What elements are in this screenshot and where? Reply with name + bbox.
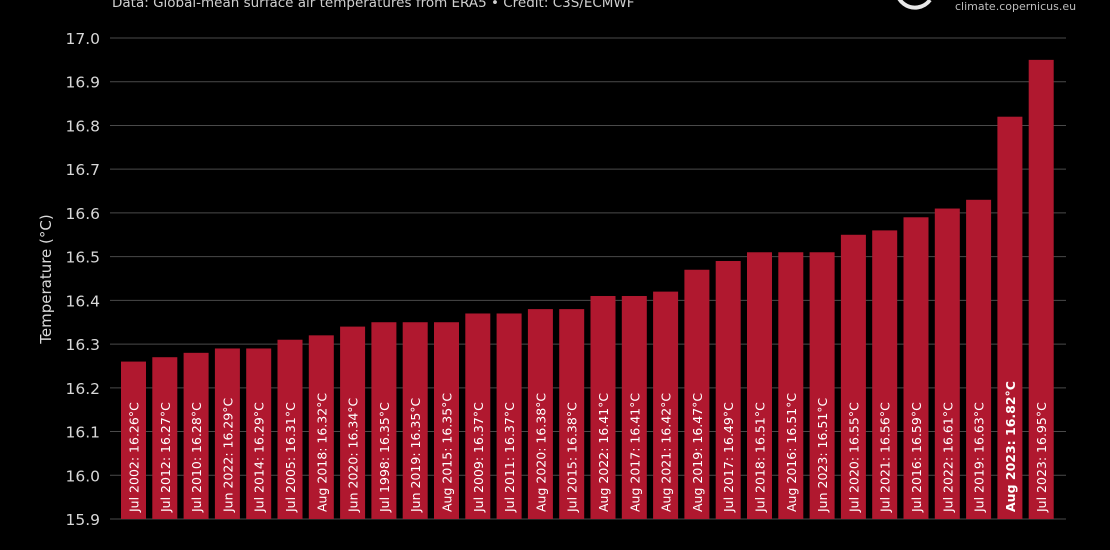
bar-label: Jul 2022: 16.61°C [940,402,955,513]
y-tick-label: 16.6 [65,205,100,223]
bar [121,361,146,519]
bar [684,269,710,519]
bar [277,339,303,519]
bar [371,322,397,519]
bar [340,326,366,519]
bar [997,116,1023,519]
bar [715,261,741,519]
bar [1028,59,1054,519]
bar-label: Aug 2022: 16.41°C [596,393,611,512]
bar-label: Jun 2023: 16.51°C [815,397,830,513]
bar-label: Jul 2015: 16.38°C [565,402,580,513]
bar-label: Jul 2019: 16.63°C [972,402,987,513]
bar [653,291,679,519]
bar-label: Jun 2020: 16.34°C [346,397,361,513]
bar-label: Jul 2014: 16.29°C [252,402,267,513]
bar-label: Aug 2020: 16.38°C [533,393,548,512]
bar-label: Aug 2019: 16.47°C [690,393,705,512]
bar-label: Jul 2021: 16.56°C [878,402,893,513]
credit-url: climate.copernicus.eu [955,0,1077,13]
y-tick-label: 16.5 [65,249,100,267]
bar [747,252,772,519]
bar-label: Aug 2018: 16.32°C [314,393,329,512]
bar [152,357,178,519]
bar-label: Aug 2021: 16.42°C [659,393,674,512]
y-tick-label: 16.7 [65,161,100,179]
bar [778,252,804,519]
bar [621,295,647,519]
bar-label: Jun 2019: 16.35°C [408,397,423,513]
bar [590,295,616,519]
y-tick-label: 16.8 [65,117,100,135]
bar [934,208,960,519]
y-tick-label: 17.0 [65,30,100,48]
bar-label: Jul 2002: 16.26°C [127,402,142,513]
bar [434,322,459,519]
y-tick-label: 16.1 [65,424,100,442]
bar-label: Jul 1998: 16.35°C [377,402,392,513]
bar-label: Jul 2017: 16.49°C [721,402,736,513]
bar-label: Jul 2016: 16.59°C [909,402,924,513]
bar [903,217,929,520]
y-axis-label: Temperature (°C) [37,214,55,344]
bar [183,352,209,519]
bar-label: Jul 2012: 16.27°C [158,402,173,513]
bar-label: Aug 2016: 16.51°C [784,393,799,512]
bar [214,348,240,519]
chart-subtitle: Data: Global-mean surface air temperatur… [112,0,635,11]
y-tick-label: 16.9 [65,74,100,92]
bar-label: Jul 2023: 16.95°C [1034,402,1049,513]
bar [496,313,522,519]
bar-label: Jul 2010: 16.28°C [189,402,204,513]
bar [809,252,835,519]
bar-label: Jul 2018: 16.51°C [753,402,768,513]
bar [840,234,866,520]
bar-label: Jun 2022: 16.29°C [220,397,235,513]
bar [308,335,334,519]
y-tick-label: 16.2 [65,380,100,398]
bar [966,199,992,520]
bar [465,313,491,519]
bar [246,348,272,519]
bar [402,322,428,519]
bar [527,309,553,519]
bar-label: Aug 2023: 16.82°C [1003,381,1018,512]
bar [872,230,898,519]
y-tick-label: 15.9 [65,511,100,529]
bar [559,309,585,519]
bar-label: Jul 2011: 16.37°C [502,402,517,513]
bar-label: Aug 2015: 16.35°C [440,393,455,512]
bar-label: Aug 2017: 16.41°C [627,393,642,512]
y-tick-label: 16.4 [65,292,100,310]
y-tick-label: 16.0 [65,467,100,485]
bar-label: Jul 2005: 16.31°C [283,402,298,513]
bar-label: Jul 2009: 16.37°C [471,402,486,513]
y-tick-label: 16.3 [65,336,100,354]
copernicus-logo-icon [897,0,932,10]
bar-label: Jul 2020: 16.55°C [846,402,861,513]
